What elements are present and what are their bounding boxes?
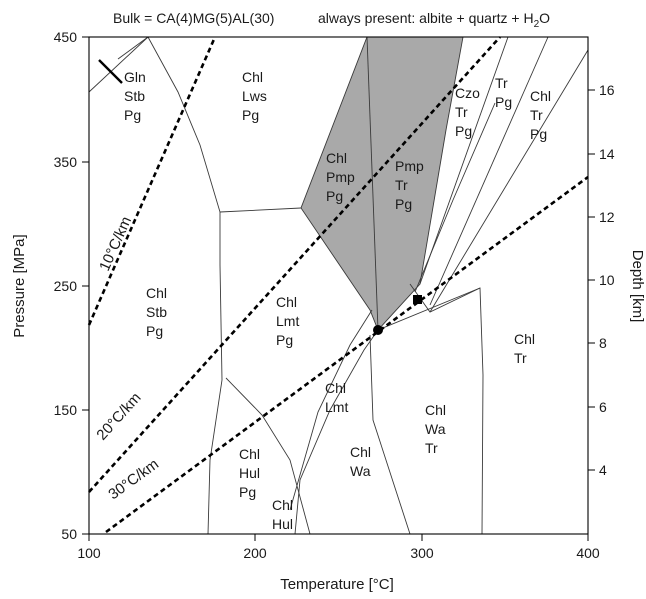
field-label-line: Chl: [325, 380, 346, 396]
always-present-subscript: 2: [534, 19, 540, 30]
field-label-line: Chl: [146, 285, 167, 301]
field-label-line: Hul: [272, 516, 293, 532]
field-label-chl-stb-pg: Chl Stb Pg: [146, 285, 167, 339]
depth-tick-label: 16: [599, 82, 615, 98]
bulk-composition-label: Bulk = CA(4)MG(5)AL(30): [113, 10, 274, 26]
field-label-line: Tr: [455, 104, 468, 120]
field-label-line: Pg: [530, 126, 547, 142]
y-right-ticks: 4 6 8 10 12 14 16: [588, 82, 615, 478]
field-label-chl-wa: Chl Wa: [350, 444, 371, 479]
geotherms: [87, 36, 589, 534]
field-label-line: Chl: [350, 444, 371, 460]
field-label-line: Pg: [326, 188, 343, 204]
geotherm-20: [88, 36, 501, 493]
field-label-line: Chl: [242, 69, 263, 85]
depth-tick-label: 14: [599, 146, 615, 162]
field-label-line: Chl: [326, 150, 347, 166]
x-ticks: 100 200 300 400: [77, 534, 600, 561]
depth-tick-label: 12: [599, 209, 615, 225]
geotherm-30: [105, 175, 589, 534]
field-label-line: Lmt: [276, 313, 299, 329]
field-label-line: Chl: [276, 294, 297, 310]
depth-tick-label: 4: [599, 462, 607, 478]
field-label-line: Lws: [242, 88, 267, 104]
field-label-line: Stb: [124, 88, 145, 104]
field-label-gln-stb-pg: Gln Stb Pg: [124, 69, 146, 123]
depth-tick-label: 6: [599, 399, 607, 415]
field-label-chl-pmp-pg: Chl Pmp Pg: [326, 150, 355, 204]
x-tick-label: 200: [243, 545, 267, 561]
field-label-line: Lmt: [325, 399, 348, 415]
field-label-line: Pg: [146, 323, 163, 339]
marker-bar: [98, 59, 123, 84]
field-label-line: Stb: [146, 304, 167, 320]
field-label-line: Pg: [239, 484, 256, 500]
field-label-line: Chl: [425, 402, 446, 418]
y-left-axis-title: Pressure [MPa]: [11, 234, 28, 337]
field-label-chl-hul: Chl Hul: [272, 497, 293, 532]
field-label-chl-hul-pg: Chl Hul Pg: [239, 446, 260, 500]
field-label-line: Wa: [350, 463, 371, 479]
field-label-czo-tr-pg: Czo Tr Pg: [455, 85, 480, 139]
y-tick-label: 450: [54, 29, 78, 45]
field-label-line: Pg: [495, 94, 512, 110]
field-label-line: Chl: [272, 497, 293, 513]
reaction-boundaries: [88, 36, 589, 535]
y-tick-label: 250: [54, 278, 78, 294]
field-label-chl-tr: Chl Tr: [514, 331, 535, 366]
geotherm-label-20: 20°C/km: [93, 389, 144, 443]
field-label-line: Czo: [455, 85, 480, 101]
y-left-ticks: 50 150 250 350 450: [54, 29, 89, 542]
always-present-prefix: always present: albite + quartz + H: [318, 10, 534, 26]
always-present-label: always present: albite + quartz + H2O: [318, 10, 550, 30]
field-label-line: Chl: [530, 88, 551, 104]
field-label-line: Pg: [276, 332, 293, 348]
y-tick-label: 50: [61, 526, 77, 542]
field-label-line: Tr: [395, 177, 408, 193]
field-label-line: Pmp: [326, 169, 355, 185]
field-label-line: Tr: [514, 350, 527, 366]
x-tick-label: 300: [410, 545, 434, 561]
y-tick-label: 350: [54, 154, 78, 170]
depth-tick-label: 8: [599, 335, 607, 351]
y-tick-label: 150: [54, 402, 78, 418]
geotherm-label-10: 10°C/km: [96, 214, 135, 274]
field-label-line: Gln: [124, 69, 146, 85]
always-present-suffix: O: [539, 10, 550, 26]
y-right-axis-title: Depth [km]: [629, 250, 646, 323]
field-label-line: Pg: [124, 107, 141, 123]
circle-marker: [373, 325, 383, 335]
x-tick-label: 400: [576, 545, 600, 561]
field-label-line: Tr: [495, 75, 508, 91]
field-label-line: Wa: [425, 421, 446, 437]
field-label-line: Chl: [239, 446, 260, 462]
square-marker: [413, 295, 422, 304]
field-label-chl-wa-tr: Chl Wa Tr: [425, 402, 446, 456]
pumpellyite-field: [300, 36, 464, 331]
field-label-line: Tr: [425, 440, 438, 456]
field-label-line: Pg: [242, 107, 259, 123]
field-label-chl-tr-pg: Chl Tr Pg: [530, 88, 551, 142]
field-label-chl-lws-pg: Chl Lws Pg: [242, 69, 267, 123]
x-tick-label: 100: [77, 545, 101, 561]
field-label-line: Hul: [239, 465, 260, 481]
field-label-chl-lmt: Chl Lmt: [325, 380, 348, 415]
field-label-line: Pg: [455, 123, 472, 139]
depth-tick-label: 10: [599, 272, 615, 288]
field-label-tr-pg: Tr Pg: [495, 75, 512, 110]
x-axis-title: Temperature [°C]: [280, 576, 394, 593]
field-label-pmp-tr-pg: Pmp Tr Pg: [395, 158, 424, 212]
field-label-line: Pmp: [395, 158, 424, 174]
geotherm-10: [87, 36, 217, 326]
field-label-line: Chl: [514, 331, 535, 347]
field-label-line: Pg: [395, 196, 412, 212]
field-label-line: Tr: [530, 107, 543, 123]
field-label-chl-lmt-pg: Chl Lmt Pg: [276, 294, 299, 348]
